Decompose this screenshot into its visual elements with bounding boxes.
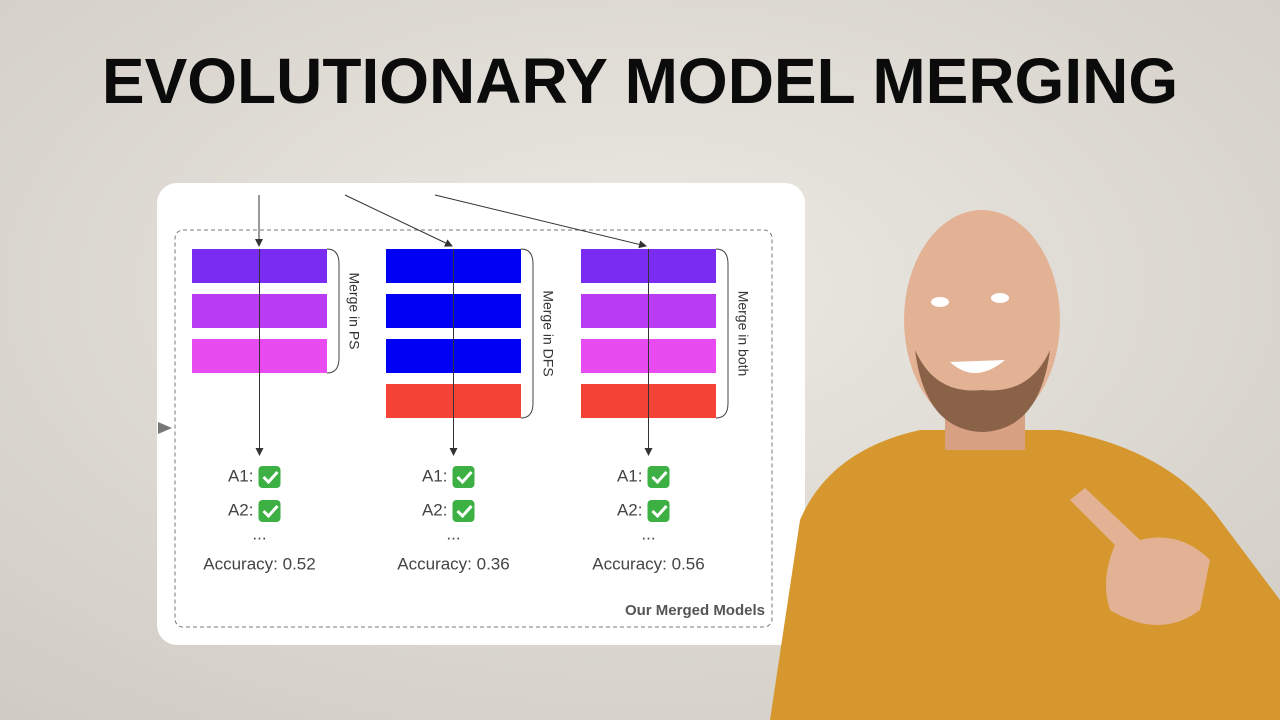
brace bbox=[520, 248, 534, 419]
check-icon bbox=[258, 466, 281, 488]
check-mark bbox=[456, 470, 473, 485]
hand bbox=[1070, 488, 1210, 625]
check-icon bbox=[647, 500, 670, 522]
result-item: A2: bbox=[228, 500, 254, 519]
result-item: A2: bbox=[422, 500, 448, 519]
eye bbox=[991, 293, 1009, 303]
arrow bbox=[434, 194, 647, 249]
smile bbox=[950, 360, 1005, 374]
head bbox=[904, 210, 1060, 430]
brace bbox=[326, 248, 340, 374]
check-icon bbox=[258, 500, 281, 522]
merge-label: Merge in PS bbox=[346, 272, 362, 349]
check-mark bbox=[456, 504, 473, 519]
beard bbox=[915, 350, 1050, 432]
merge-label: Merge in both bbox=[735, 291, 751, 377]
check-mark bbox=[651, 470, 668, 485]
merge-label: Merge in DFS bbox=[540, 290, 556, 376]
result-item: ... bbox=[252, 524, 266, 543]
result-item: A1: bbox=[228, 466, 254, 485]
presenter bbox=[770, 210, 1280, 720]
frame-label: Our Merged Models bbox=[625, 602, 765, 619]
result-item: ... bbox=[446, 524, 460, 543]
shirt bbox=[770, 430, 1280, 720]
result-item: A1: bbox=[617, 466, 643, 485]
accuracy: Accuracy: 0.56 bbox=[592, 554, 704, 573]
accuracy: Accuracy: 0.36 bbox=[397, 554, 509, 573]
title: EVOLUTIONARY MODEL MERGING bbox=[102, 45, 1178, 117]
columns: Merge in PS A1: A2:... Accuracy: 0.52 Merge … bbox=[192, 248, 751, 573]
result-item: A1: bbox=[422, 466, 448, 485]
check-mark bbox=[262, 470, 279, 485]
result-item: A2: bbox=[617, 500, 643, 519]
check-mark bbox=[262, 504, 279, 519]
dashed-frame bbox=[174, 229, 773, 628]
arrow-head bbox=[158, 422, 172, 434]
brace bbox=[715, 248, 729, 419]
check-icon bbox=[452, 466, 475, 488]
result-item: ... bbox=[641, 524, 655, 543]
check-icon bbox=[452, 500, 475, 522]
check-mark bbox=[651, 504, 668, 519]
check-icon bbox=[647, 466, 670, 488]
eye bbox=[931, 297, 949, 307]
arrow bbox=[344, 194, 453, 247]
accuracy: Accuracy: 0.52 bbox=[203, 554, 315, 573]
